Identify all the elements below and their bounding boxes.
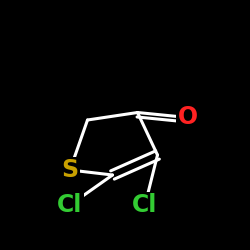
Text: Cl: Cl <box>57 193 83 217</box>
Text: O: O <box>178 106 198 130</box>
Text: S: S <box>62 158 78 182</box>
Text: Cl: Cl <box>132 193 158 217</box>
